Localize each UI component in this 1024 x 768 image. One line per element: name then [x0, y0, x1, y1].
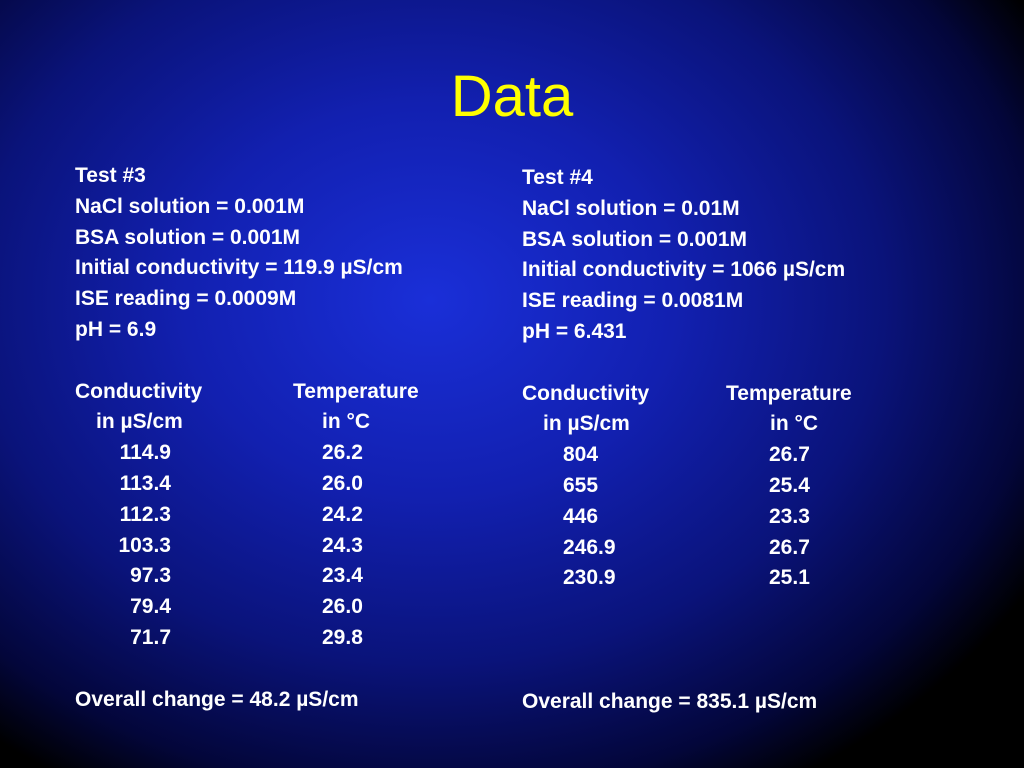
detail-line: ISE reading = 0.0081M: [522, 289, 744, 313]
conductivity-cell: 230.9: [563, 566, 616, 590]
column-header: Temperature: [726, 381, 852, 405]
column-header: Conductivity: [75, 379, 203, 403]
column-header: in °C: [770, 412, 819, 436]
conductivity-cell: 112.3: [119, 502, 171, 526]
temperature-cell: 25.1: [769, 566, 810, 590]
detail-line: pH = 6.431: [522, 320, 627, 343]
summary-line: Overall change = 48.2 µS/cm: [75, 687, 359, 711]
column-header: in °C: [322, 410, 371, 434]
column-header: in µS/cm: [543, 412, 630, 436]
slide-title: Data: [450, 64, 574, 129]
detail-line: BSA solution = 0.001M: [75, 225, 301, 249]
conductivity-cell: 446: [563, 504, 599, 528]
summary-line: Overall change = 835.1 µS/cm: [522, 689, 818, 713]
temperature-cell: 26.7: [769, 443, 810, 467]
conductivity-cell: 113.4: [119, 472, 171, 495]
conductivity-cell: 114.9: [119, 441, 171, 465]
detail-line: BSA solution = 0.001M: [522, 227, 748, 251]
temperature-cell: 23.4: [322, 564, 363, 588]
temperature-cell: 24.2: [322, 502, 363, 526]
temperature-cell: 26.7: [769, 535, 810, 559]
temperature-cell: 24.3: [322, 533, 363, 557]
column-header: in µS/cm: [96, 410, 183, 434]
detail-line: Initial conductivity = 1066 µS/cm: [522, 258, 846, 282]
detail-line: NaCl solution = 0.01M: [522, 196, 740, 220]
detail-line: ISE reading = 0.0009M: [75, 287, 297, 311]
temperature-cell: 26.2: [322, 441, 363, 465]
conductivity-cell: 804: [563, 443, 599, 467]
detail-line: pH = 6.9: [75, 318, 157, 341]
panel-heading: Test #3: [75, 164, 146, 187]
temperature-cell: 23.3: [769, 504, 810, 528]
conductivity-cell: 246.9: [563, 535, 616, 559]
detail-line: NaCl solution = 0.001M: [75, 194, 305, 218]
column-header: Temperature: [293, 379, 419, 403]
temperature-cell: 29.8: [322, 626, 363, 649]
temperature-cell: 26.0: [322, 472, 363, 495]
conductivity-cell: 103.3: [118, 533, 171, 557]
detail-line: Initial conductivity = 119.9 µS/cm: [75, 256, 403, 280]
temperature-cell: 26.0: [322, 595, 363, 619]
conductivity-cell: 79.4: [130, 595, 171, 619]
conductivity-cell: 97.3: [130, 564, 171, 588]
temperature-cell: 25.4: [769, 474, 810, 497]
panel-heading: Test #4: [522, 166, 593, 189]
column-header: Conductivity: [522, 381, 650, 405]
conductivity-cell: 655: [563, 474, 599, 497]
conductivity-cell: 71.7: [130, 626, 171, 649]
